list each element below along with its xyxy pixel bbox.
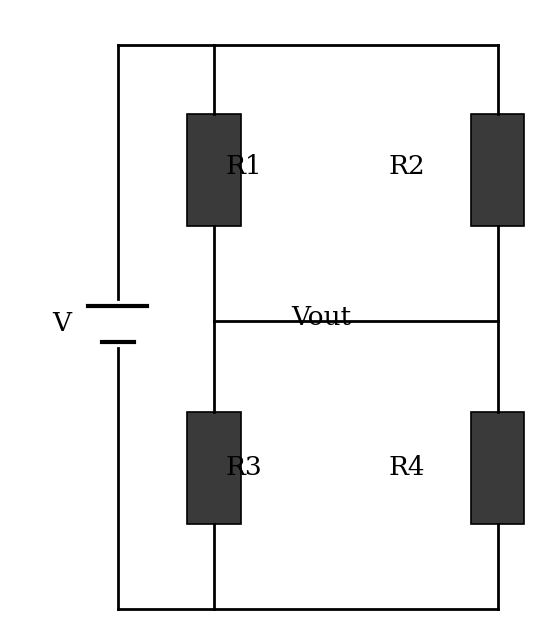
Bar <box>471 114 524 226</box>
Text: R1: R1 <box>225 154 262 179</box>
Text: Vout: Vout <box>291 304 351 330</box>
Text: R2: R2 <box>388 154 425 179</box>
Text: V: V <box>52 311 71 337</box>
Bar <box>471 412 524 524</box>
Text: R4: R4 <box>388 455 425 481</box>
Bar <box>187 412 241 524</box>
Bar <box>187 114 241 226</box>
Text: R3: R3 <box>225 455 262 481</box>
